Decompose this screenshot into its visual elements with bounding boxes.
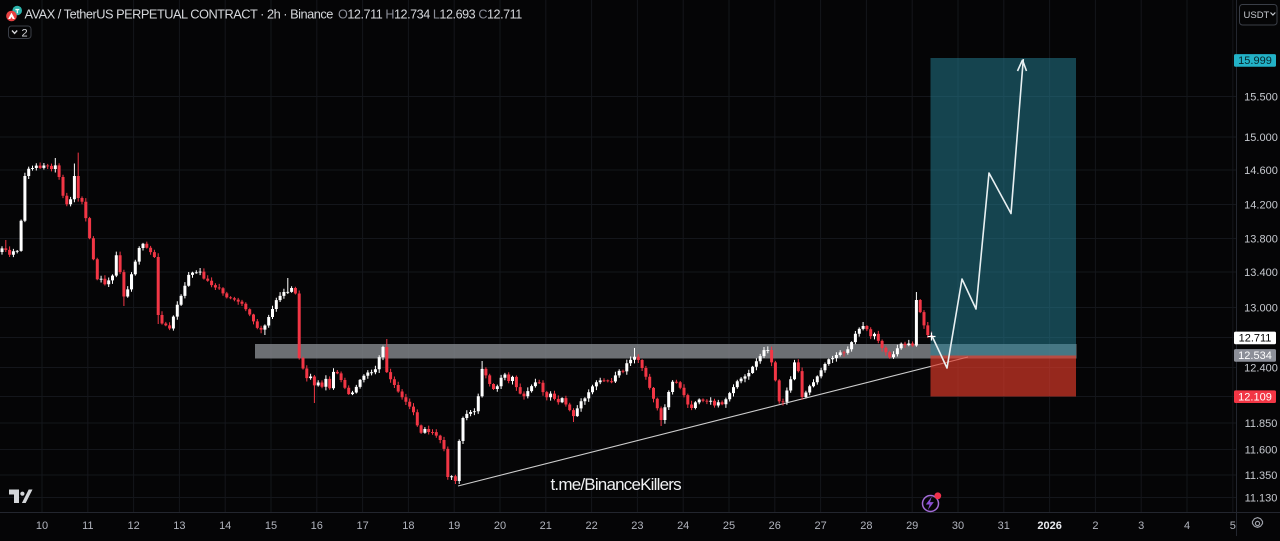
svg-text:12.711: 12.711	[1239, 333, 1272, 345]
svg-text:13.400: 13.400	[1244, 267, 1278, 279]
svg-text:29: 29	[906, 520, 918, 532]
svg-text:12: 12	[127, 520, 139, 532]
svg-text:18: 18	[402, 520, 414, 532]
svg-text:17: 17	[356, 520, 368, 532]
svg-text:AVAX / TetherUS PERPETUAL CONT: AVAX / TetherUS PERPETUAL CONTRACT · 2h …	[25, 7, 334, 22]
svg-text:14: 14	[219, 520, 231, 532]
svg-text:2: 2	[22, 28, 28, 40]
svg-text:27: 27	[814, 520, 826, 532]
svg-text:12.534: 12.534	[1238, 350, 1272, 362]
svg-text:15.000: 15.000	[1244, 132, 1278, 144]
svg-text:15.999: 15.999	[1238, 55, 1272, 67]
svg-text:12.109: 12.109	[1238, 392, 1272, 404]
svg-text:4: 4	[1184, 520, 1190, 532]
svg-text:25: 25	[723, 520, 735, 532]
svg-text:11: 11	[82, 520, 93, 532]
svg-text:15: 15	[265, 520, 277, 532]
svg-text:11.130: 11.130	[1245, 492, 1278, 504]
svg-text:2026: 2026	[1037, 520, 1061, 532]
svg-text:21: 21	[540, 520, 552, 532]
svg-text:13.800: 13.800	[1244, 233, 1278, 245]
svg-text:2: 2	[1092, 520, 1098, 532]
svg-text:14.200: 14.200	[1244, 199, 1278, 211]
svg-text:3: 3	[1138, 520, 1144, 532]
svg-text:19: 19	[448, 520, 460, 532]
svg-text:20: 20	[494, 520, 506, 532]
svg-text:24: 24	[677, 520, 689, 532]
svg-text:22: 22	[585, 520, 597, 532]
svg-text:30: 30	[952, 520, 964, 532]
svg-text:O12.711 H12.734 L12.693 C12.71: O12.711 H12.734 L12.693 C12.711	[338, 8, 522, 22]
svg-text:10: 10	[36, 520, 48, 532]
svg-text:13.000: 13.000	[1244, 302, 1278, 314]
svg-text:31: 31	[998, 520, 1010, 532]
svg-text:23: 23	[631, 520, 643, 532]
svg-text:11.600: 11.600	[1245, 444, 1278, 456]
svg-text:15.500: 15.500	[1244, 91, 1278, 103]
svg-text:13: 13	[173, 520, 185, 532]
svg-text:5: 5	[1230, 520, 1236, 532]
svg-text:14.600: 14.600	[1244, 165, 1278, 177]
svg-text:26: 26	[769, 520, 781, 532]
svg-text:11.350: 11.350	[1245, 470, 1278, 482]
svg-text:12.400: 12.400	[1244, 362, 1278, 374]
svg-text:USDT: USDT	[1244, 10, 1270, 21]
svg-text:28: 28	[860, 520, 872, 532]
svg-text:16: 16	[311, 520, 323, 532]
svg-text:t.me/BinanceKillers: t.me/BinanceKillers	[551, 475, 682, 494]
svg-text:11.850: 11.850	[1245, 418, 1278, 430]
